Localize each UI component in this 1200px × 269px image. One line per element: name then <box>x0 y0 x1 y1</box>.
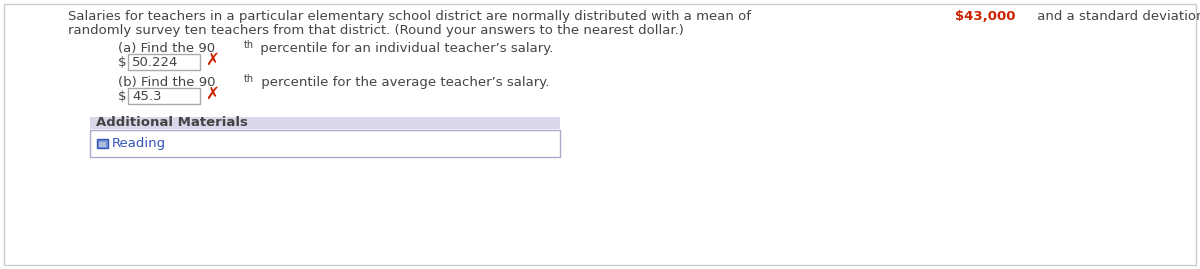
Text: randomly survey ten teachers from that district. (Round your answers to the near: randomly survey ten teachers from that d… <box>68 24 684 37</box>
FancyBboxPatch shape <box>90 130 560 157</box>
Text: 50.224: 50.224 <box>132 56 179 69</box>
Text: and a standard deviation of: and a standard deviation of <box>1033 10 1200 23</box>
Text: Reading: Reading <box>112 137 166 150</box>
FancyBboxPatch shape <box>4 4 1196 265</box>
Text: ✗: ✗ <box>205 85 218 103</box>
Text: Salaries for teachers in a particular elementary school district are normally di: Salaries for teachers in a particular el… <box>68 10 755 23</box>
Text: $: $ <box>118 90 126 103</box>
FancyBboxPatch shape <box>90 117 560 129</box>
Text: 45.3: 45.3 <box>132 90 162 103</box>
FancyBboxPatch shape <box>128 54 200 70</box>
Text: (a) Find the 90: (a) Find the 90 <box>118 42 215 55</box>
Text: ✗: ✗ <box>205 51 218 69</box>
FancyBboxPatch shape <box>98 141 106 147</box>
Text: percentile for an individual teacher’s salary.: percentile for an individual teacher’s s… <box>257 42 553 55</box>
Text: (b) Find the 90: (b) Find the 90 <box>118 76 216 89</box>
Text: th: th <box>244 74 254 84</box>
Text: th: th <box>244 40 253 50</box>
Text: $: $ <box>118 56 126 69</box>
FancyBboxPatch shape <box>128 88 200 104</box>
Text: $43,000: $43,000 <box>955 10 1015 23</box>
Text: percentile for the average teacher’s salary.: percentile for the average teacher’s sal… <box>257 76 550 89</box>
FancyBboxPatch shape <box>97 139 108 148</box>
Text: Additional Materials: Additional Materials <box>96 116 248 129</box>
